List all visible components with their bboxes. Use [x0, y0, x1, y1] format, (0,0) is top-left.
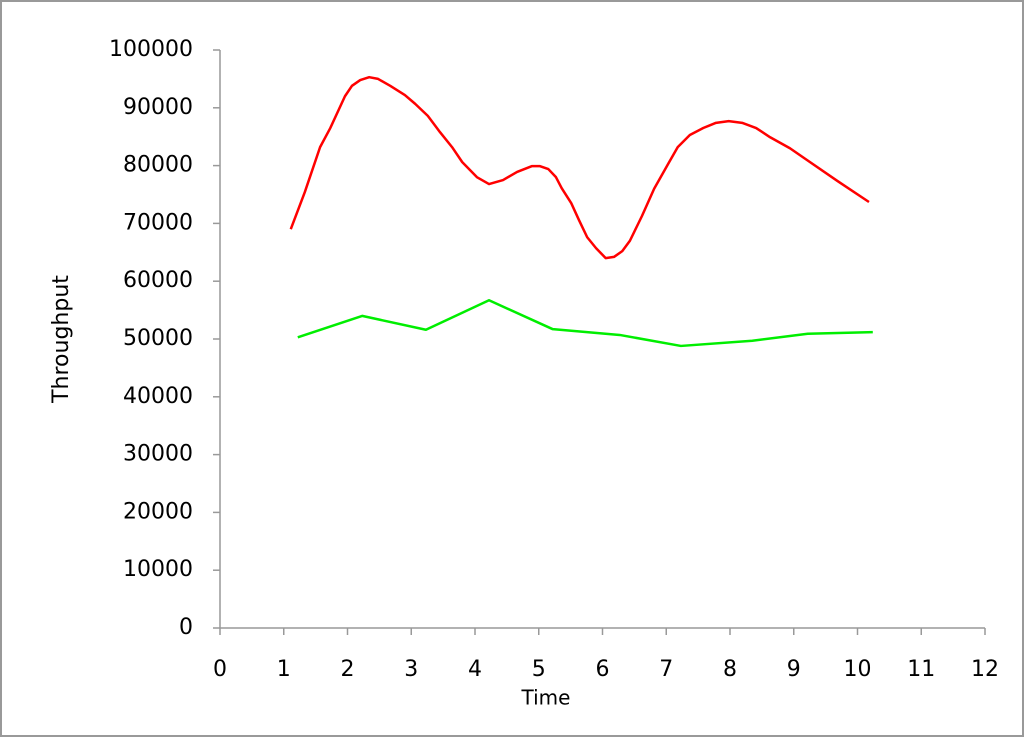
y-tick-label: 30000: [123, 442, 193, 467]
x-tick-label: 4: [468, 657, 482, 682]
x-tick-label: 9: [787, 657, 801, 682]
y-tick-label: 90000: [123, 95, 193, 120]
x-tick-label: 6: [596, 657, 610, 682]
y-tick-label: 80000: [123, 153, 193, 178]
series-line: [297, 299, 873, 348]
y-tick-label: 20000: [123, 499, 193, 524]
series-line: [289, 75, 870, 260]
x-tick-label: 0: [213, 657, 227, 682]
x-tick-label: 3: [404, 657, 418, 682]
y-axis-label: Throughput: [49, 275, 74, 404]
y-tick-label: 50000: [123, 326, 193, 351]
y-tick-label: 10000: [123, 557, 193, 582]
x-tick-label: 5: [532, 657, 546, 682]
y-tick-label: 100000: [109, 37, 193, 62]
y-tick-label: 70000: [123, 210, 193, 235]
y-tick-label: 0: [179, 615, 193, 640]
x-tick-label: 2: [341, 657, 355, 682]
x-tick-label: 11: [907, 657, 935, 682]
x-axis-label: Time: [521, 686, 571, 710]
y-tick-label: 60000: [123, 268, 193, 293]
x-tick-label: 7: [659, 657, 673, 682]
x-tick-label: 10: [844, 657, 872, 682]
y-tick-label: 40000: [123, 384, 193, 409]
x-tick-label: 1: [277, 657, 291, 682]
x-tick-label: 8: [723, 657, 737, 682]
x-tick-label: 12: [971, 657, 999, 682]
